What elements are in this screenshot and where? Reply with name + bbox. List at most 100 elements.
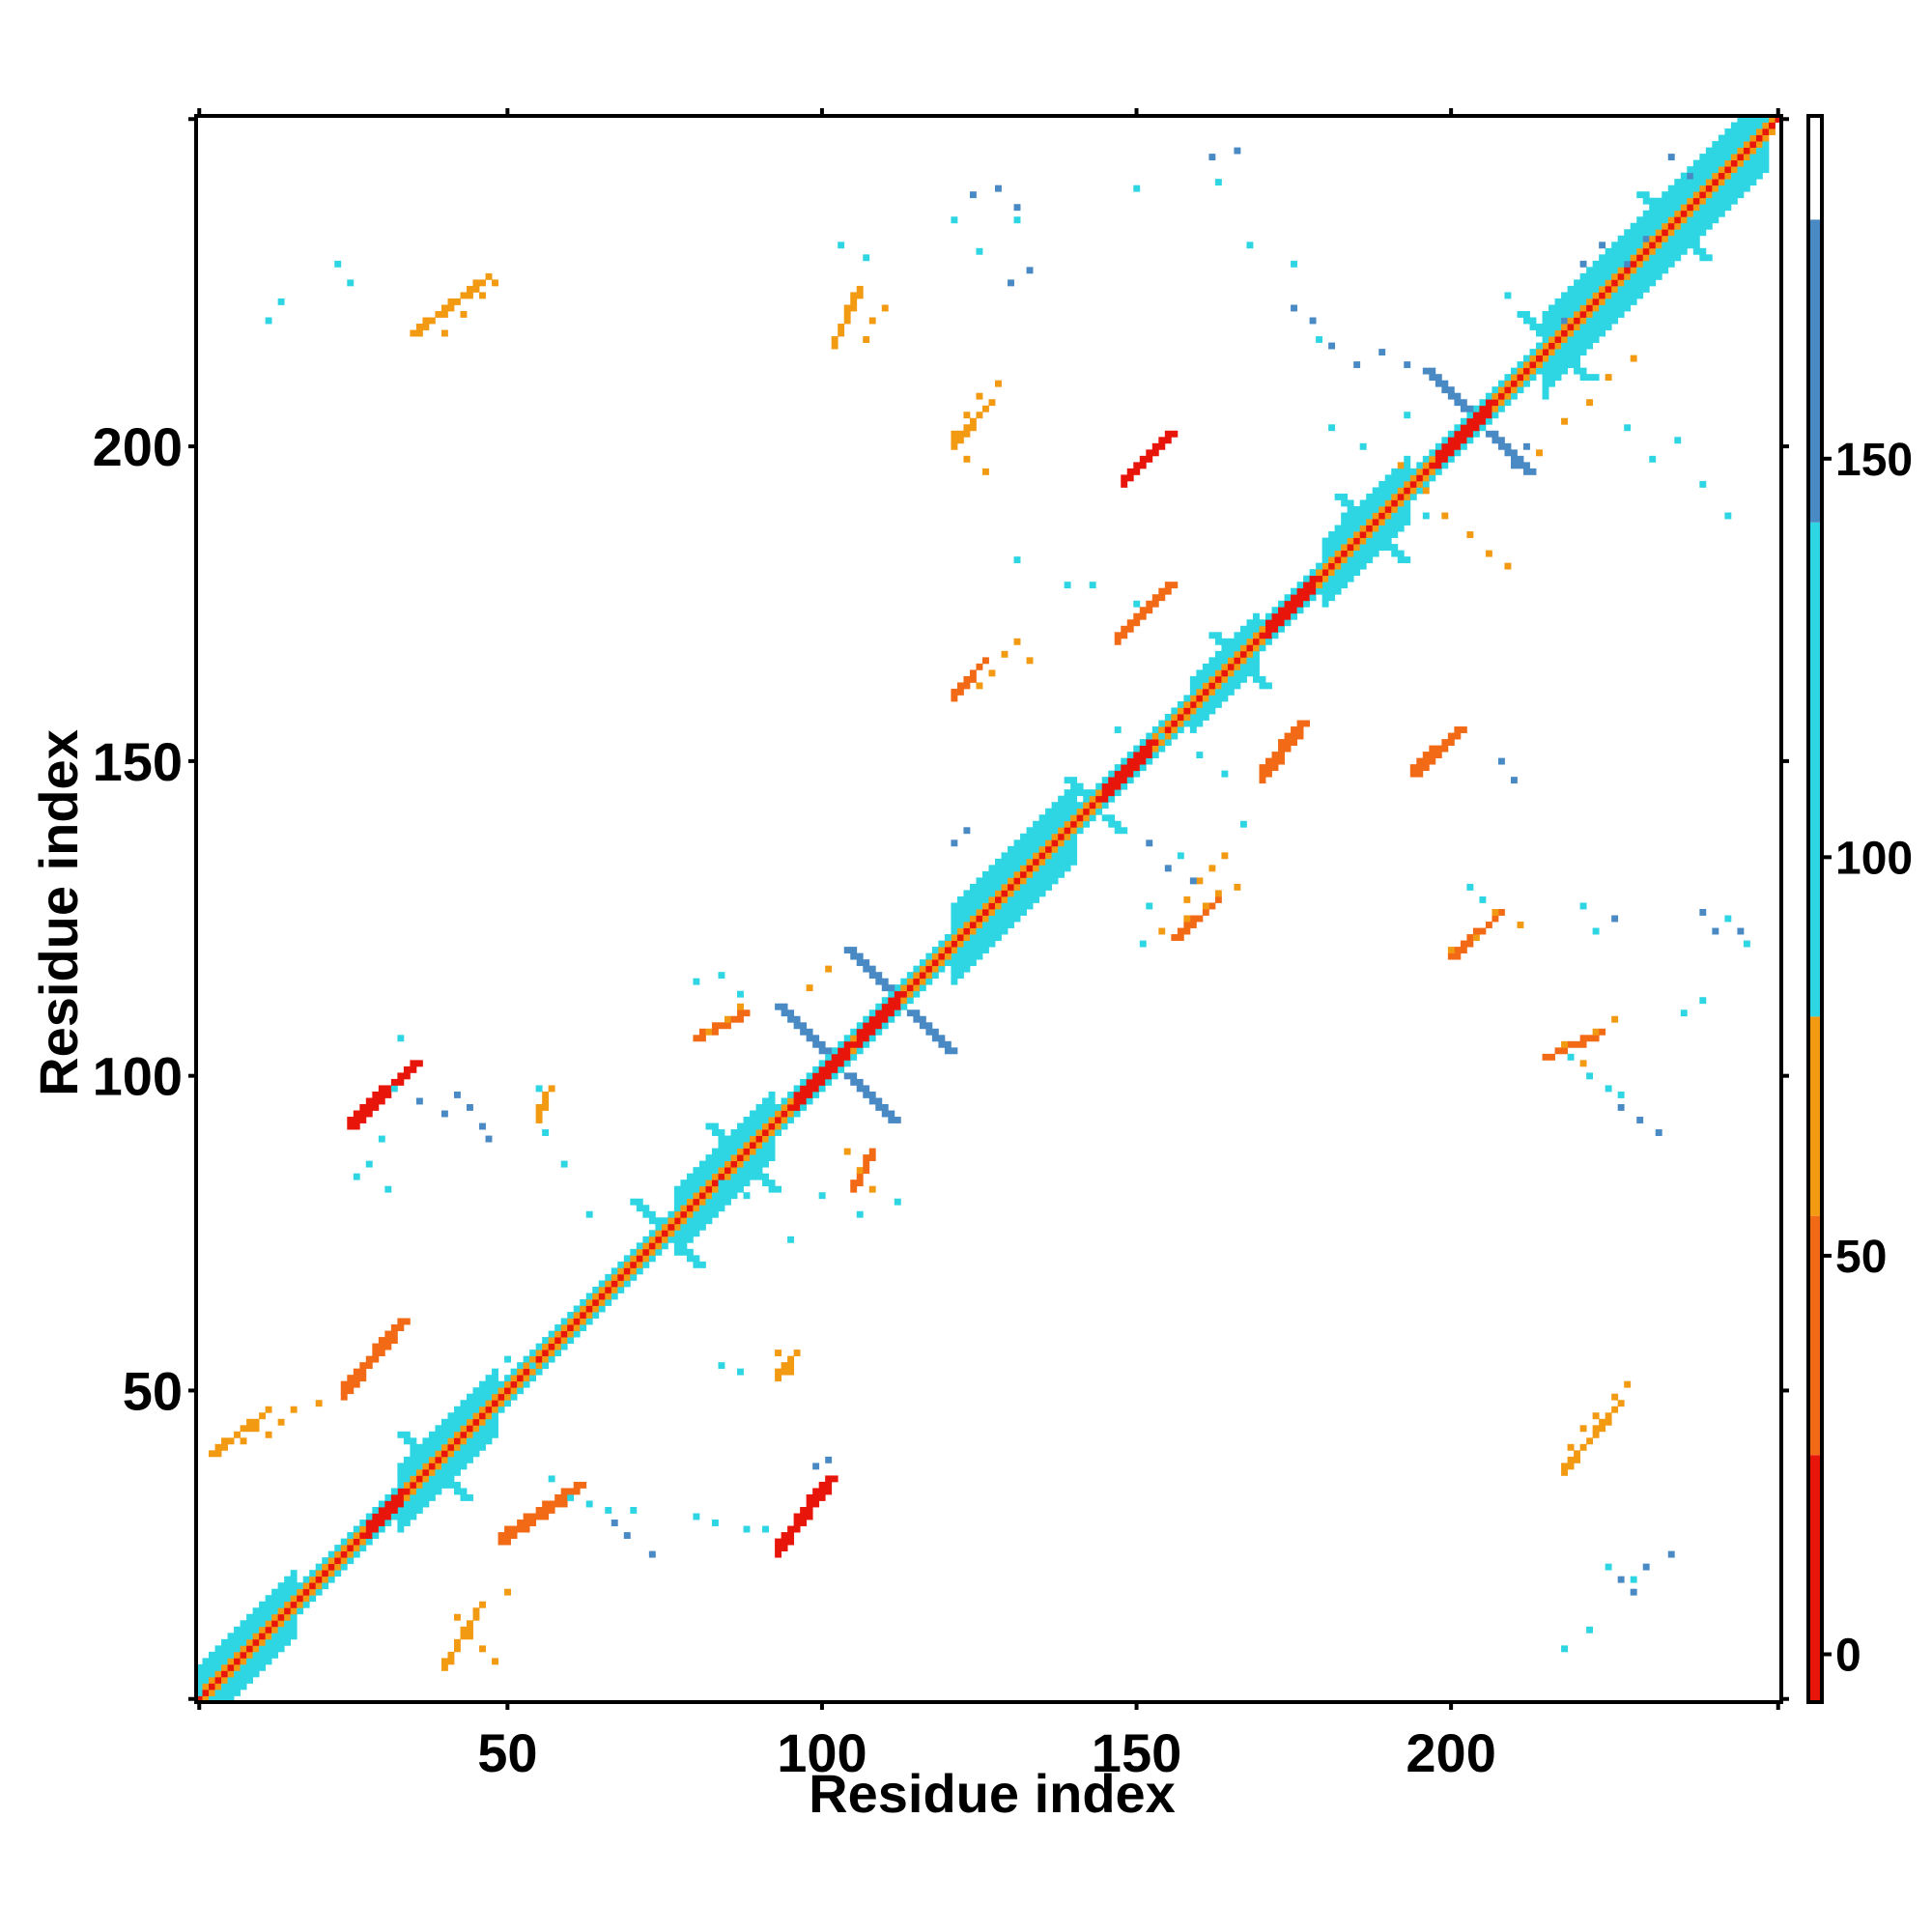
heatmap-cell [1372,537,1379,545]
heatmap-cell [981,922,989,928]
heatmap-cell [951,430,958,438]
heatmap-cell [806,1085,813,1093]
heatmap-cell [1316,575,1323,582]
heatmap-cell [605,1293,612,1300]
heatmap-cell [1441,386,1449,394]
heatmap-cell [1599,317,1606,325]
heatmap-cell [787,1525,795,1533]
heatmap-cell [440,1443,448,1451]
heatmap-cell [1064,814,1071,822]
heatmap-cell [1366,550,1374,557]
heatmap-cell [1271,607,1279,614]
heatmap-cell [1033,845,1039,853]
heatmap-cell [1384,499,1392,507]
heatmap-cell [365,1532,373,1539]
heatmap-cell [1008,909,1014,916]
heatmap-cell [467,1620,473,1628]
heatmap-cell [246,1613,254,1621]
heatmap-cell [888,1110,895,1118]
heatmap-cell [1051,814,1059,822]
heatmap-cell [1655,272,1662,280]
heatmap-cell [981,927,989,935]
heatmap-cell [818,1192,826,1200]
heatmap-cell [277,1595,285,1603]
heatmap-cell [504,1375,511,1382]
heatmap-cell [1737,159,1745,167]
heatmap-cell [1303,587,1311,595]
heatmap-cell [284,1638,292,1646]
heatmap-cell [1574,336,1581,343]
heatmap-cell [1397,550,1405,557]
heatmap-cell [1328,544,1336,551]
heatmap-cell [956,947,964,954]
heatmap-cell [1328,424,1336,432]
heatmap-cell [397,1513,405,1520]
heatmap-cell [460,1493,468,1501]
heatmap-cell [510,1368,518,1376]
heatmap-cell [1020,865,1027,872]
heatmap-cell [881,1015,889,1023]
heatmap-cell [1271,757,1279,765]
heatmap-cell [492,1418,498,1426]
heatmap-cell [963,430,971,438]
heatmap-cell [969,424,977,432]
heatmap-cell [1189,695,1197,702]
heatmap-cell [1001,852,1009,860]
heatmap-cell [698,1185,706,1193]
heatmap-cell [1479,417,1487,425]
heatmap-cell [1441,442,1449,450]
heatmap-cell [1013,638,1021,645]
heatmap-cell [479,1431,486,1438]
heatmap-cell [718,1148,725,1155]
heatmap-cell [359,1545,367,1552]
heatmap-cell [548,1500,555,1508]
heatmap-cell [1020,833,1027,840]
heatmap-cell [775,1550,782,1558]
heatmap-cell [1705,154,1713,161]
heatmap-cell [479,1425,486,1433]
heatmap-cell [1523,310,1530,318]
heatmap-cell [1001,650,1009,658]
heatmap-cell [523,1513,530,1520]
heatmap-cell [1630,260,1637,268]
heatmap-cell [951,922,958,928]
heatmap-cell [705,1122,713,1130]
heatmap-cell [1397,505,1405,513]
heatmap-cell [435,1431,442,1438]
heatmap-cell [1196,682,1204,690]
heatmap-cell [611,1286,618,1293]
heatmap-cell [900,1003,908,1010]
heatmap-cell [1724,134,1732,142]
heatmap-cell [1649,267,1657,274]
heatmap-cell [1171,726,1179,733]
heatmap-cell [956,902,964,910]
heatmap-cell [775,1129,782,1136]
heatmap-cell [1435,455,1442,463]
heatmap-cell [284,1613,292,1621]
heatmap-cell [1680,1009,1688,1017]
heatmap-cell [384,1337,392,1344]
heatmap-cell [1630,222,1637,230]
heatmap-cell [353,1550,360,1558]
heatmap-cell [988,927,996,935]
heatmap-cell [1001,858,1009,866]
heatmap-cell [762,1135,769,1143]
heatmap-cell [623,1255,631,1263]
heatmap-cell [378,1525,385,1533]
heatmap-cell [1259,777,1266,784]
heatmap-cell [252,1663,260,1671]
heatmap-cell [1441,462,1449,469]
heatmap-cell [214,1683,222,1690]
heatmap-cell [1038,814,1046,822]
heatmap-cell [447,1468,455,1476]
heatmap-cell [1692,197,1700,205]
heatmap-cell [1001,895,1009,903]
heatmap-cell [277,298,285,305]
heatmap-cell [1655,204,1662,212]
heatmap-cell [831,1060,838,1067]
heatmap-cell [1586,292,1594,299]
heatmap-cell [1687,166,1694,174]
heatmap-cell [775,1350,782,1357]
heatmap-cell [1404,361,1411,369]
heatmap-cell [554,1330,562,1338]
